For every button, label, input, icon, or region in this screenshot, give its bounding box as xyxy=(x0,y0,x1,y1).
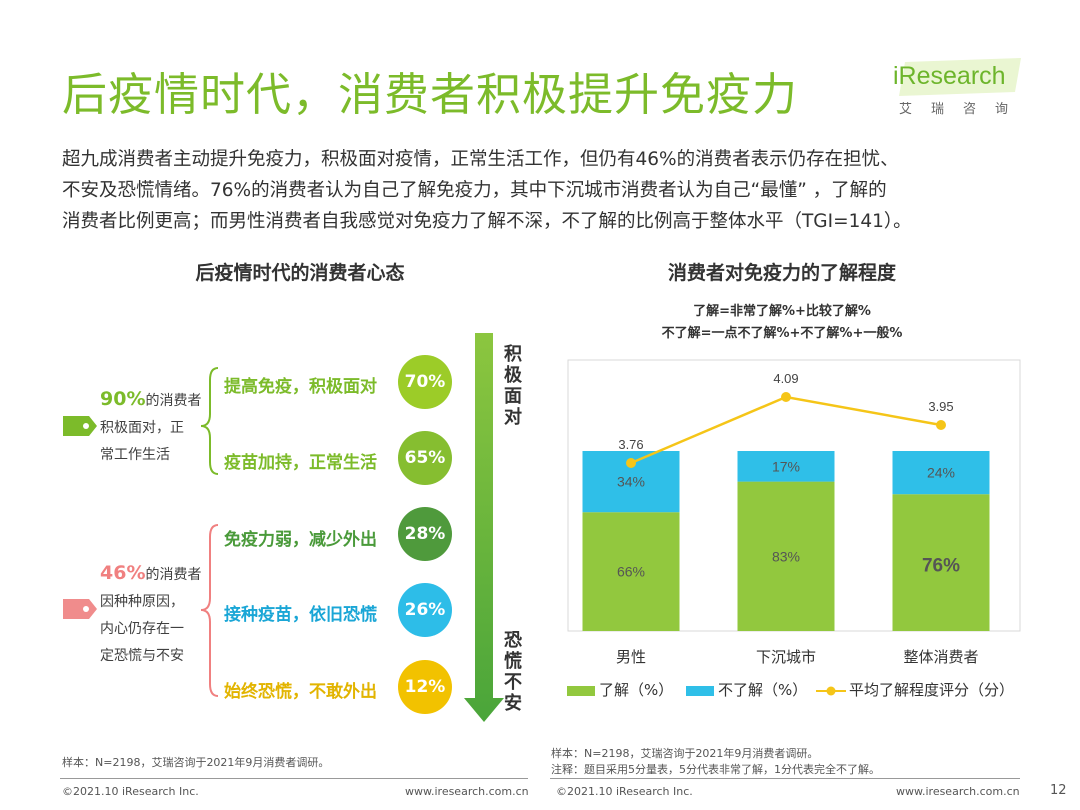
legend-swatch-blue xyxy=(686,685,714,696)
bar-not-understand xyxy=(892,451,990,495)
bar-understand xyxy=(582,512,680,631)
arrow-top-label: 积极面对 xyxy=(504,344,522,428)
bar-understand xyxy=(737,481,835,631)
mindset-arrow xyxy=(464,333,504,722)
chart-definition: 了解=非常了解%+比较了解% xyxy=(693,304,871,319)
group-suffix: 的消费者 xyxy=(145,393,202,409)
footer-url: www.iresearch.com.cn xyxy=(405,785,529,798)
arrow-bottom-label: 恐慌不安 xyxy=(504,630,522,714)
green-tag-icon xyxy=(63,416,97,436)
score-label: 4.09 xyxy=(773,371,798,386)
bar-value-label: 24% xyxy=(927,465,955,481)
legend-line-marker xyxy=(816,686,846,695)
footer-copyright: ©2021.10 iResearch Inc. xyxy=(62,785,199,798)
iresearch-logo: iResearch 艾瑞咨询 xyxy=(893,58,1033,123)
page-title: 后疫情时代，消费者积极提升免疫力 xyxy=(62,68,799,121)
understanding-chart: 66% 34% 男性 83% 17% 下沉城市 76% 24% 整体消费者 3.76 4.09 3.9… xyxy=(567,359,1021,666)
mindset-item-percent: 70% xyxy=(398,355,452,409)
bar-value-label: 17% xyxy=(772,458,800,474)
group-desc-line: 定恐慌与不安 xyxy=(100,648,184,664)
right-remark-note: 注释：题目采用5分量表，5分代表非常了解，1分代表完全不了解。 xyxy=(551,763,880,776)
mindset-item-label: 疫苗加持，正常生活 xyxy=(224,453,377,473)
group-anxious: 46%的消费者 因种种原因， 内心仍存在一 定恐慌与不安 xyxy=(100,560,201,670)
bar-value-label: 76% xyxy=(922,556,960,577)
left-panel-graphics xyxy=(63,333,504,722)
group-percent: 46% xyxy=(100,562,146,584)
bar-value-label: 66% xyxy=(617,564,645,580)
category-label: 整体消费者 xyxy=(903,648,978,666)
mindset-item-percent: 12% xyxy=(398,660,452,714)
footer-divider xyxy=(60,778,528,779)
legend-not-understand: 不了解（%） xyxy=(686,679,807,700)
mindset-item-label: 始终恐慌，不敢外出 xyxy=(224,682,377,702)
mindset-item-percent: 65% xyxy=(398,431,452,485)
legend-swatch-green xyxy=(567,685,595,696)
score-point xyxy=(626,458,636,468)
score-point xyxy=(781,392,791,402)
group-suffix: 的消费者 xyxy=(145,567,202,583)
legend-understand: 了解（%） xyxy=(567,679,673,700)
bar-value-label: 83% xyxy=(772,548,800,564)
score-label: 3.95 xyxy=(928,399,953,414)
footer-divider xyxy=(550,778,1020,779)
right-sample-note: 样本：N=2198，艾瑞咨询于2021年9月消费者调研。 xyxy=(551,747,819,760)
chart-definition: 不了解=一点不了解%+不了解%+一般% xyxy=(661,326,903,341)
group-desc-line: 因种种原因， xyxy=(100,594,184,610)
pink-brace xyxy=(200,524,219,697)
mindset-item-label: 接种疫苗，依旧恐慌 xyxy=(224,605,377,625)
mindset-item-percent: 26% xyxy=(398,583,452,637)
group-desc-line: 内心仍存在一 xyxy=(100,621,184,637)
group-desc-line: 常工作生活 xyxy=(100,447,170,463)
bar-understand xyxy=(892,494,990,631)
bar-value-label: 34% xyxy=(617,474,645,490)
intro-line: 超九成消费者主动提升免疫力，积极面对疫情，正常生活工作，但仍有46%的消费者表示… xyxy=(62,149,899,170)
group-percent: 90% xyxy=(100,388,146,410)
group-desc-line: 积极面对，正 xyxy=(100,420,184,436)
mindset-item-percent: 28% xyxy=(398,507,452,561)
group-positive: 90%的消费者 积极面对，正 常工作生活 xyxy=(100,386,201,469)
mindset-item-label: 免疫力弱，减少外出 xyxy=(224,530,377,550)
green-brace xyxy=(200,367,219,475)
logo-subtitle: 艾瑞咨询 xyxy=(899,102,1028,117)
left-panel-title: 后疫情时代的消费者心态 xyxy=(195,262,405,284)
bar-not-understand xyxy=(737,451,835,482)
page-number: 12 xyxy=(1050,783,1067,798)
score-label: 3.76 xyxy=(618,437,643,452)
mindset-item-label: 提高免疫，积极面对 xyxy=(224,377,377,397)
category-label: 下沉城市 xyxy=(756,648,816,666)
chart-title: 消费者对免疫力的了解程度 xyxy=(667,262,896,284)
legend-score: 平均了解程度评分（分） xyxy=(816,679,1014,700)
intro-line: 不安及恐慌情绪。76%的消费者认为自己了解免疫力，其中下沉城市消费者认为自己“最… xyxy=(62,180,887,201)
left-sample-note: 样本：N=2198，艾瑞咨询于2021年9月消费者调研。 xyxy=(62,756,330,769)
footer-url: www.iresearch.com.cn xyxy=(896,785,1020,798)
intro-line: 消费者比例更高；而男性消费者自我感觉对免疫力了解不深，不了解的比例高于整体水平（… xyxy=(62,211,912,232)
footer-copyright: ©2021.10 iResearch Inc. xyxy=(556,785,693,798)
pink-tag-icon xyxy=(63,599,97,619)
logo-word: iResearch xyxy=(893,62,1006,90)
category-label: 男性 xyxy=(616,648,646,666)
score-point xyxy=(936,420,946,430)
